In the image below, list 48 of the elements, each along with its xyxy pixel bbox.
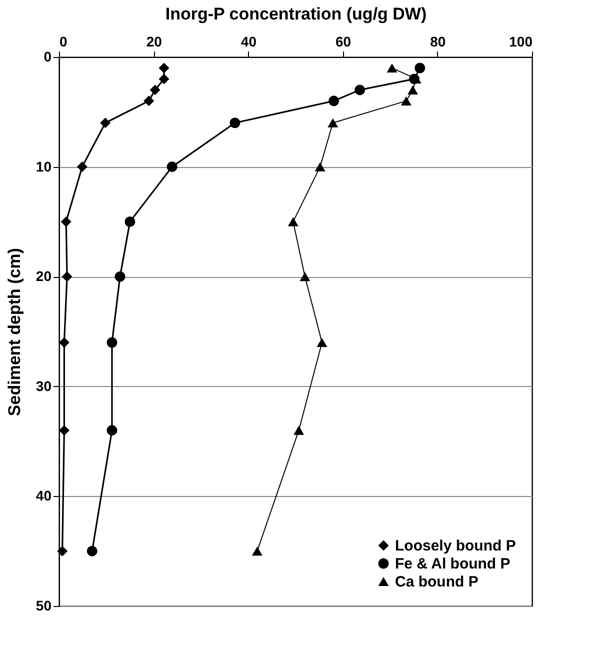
point [400, 96, 412, 106]
legend-label: Fe & Al bound P [395, 556, 510, 572]
point [106, 425, 118, 436]
x-tick-label: 100 [509, 34, 533, 50]
point [144, 96, 154, 106]
point [158, 74, 170, 84]
point [166, 162, 178, 172]
point [408, 85, 418, 94]
point [60, 216, 72, 227]
point [158, 62, 170, 74]
point [58, 337, 70, 348]
point [76, 162, 88, 172]
point [57, 546, 68, 556]
y-axis-title: Sediment depth (cm) [4, 248, 24, 416]
point [106, 337, 118, 348]
point [124, 216, 136, 227]
x-axis-title: Inorg-P concentration (ug/g DW) [165, 4, 427, 24]
point [300, 272, 310, 282]
point [328, 96, 340, 106]
x-tick-label: 40 [240, 34, 257, 50]
point [414, 62, 426, 74]
point [294, 426, 304, 435]
y-tick-label: 30 [36, 378, 52, 394]
point [328, 118, 338, 128]
point [62, 271, 72, 282]
legend-label: Loosely bound P [395, 538, 516, 554]
point [86, 546, 98, 556]
point [150, 84, 160, 96]
point [114, 271, 126, 282]
y-tick-label: 40 [36, 488, 52, 504]
legend-label: Ca bound P [395, 574, 478, 590]
point [314, 162, 326, 172]
x-tick-label: 0 [60, 34, 68, 50]
point [58, 425, 70, 436]
point [316, 338, 328, 348]
point [354, 84, 366, 96]
y-tick-label: 50 [36, 598, 52, 614]
y-tick-label: 20 [36, 268, 52, 284]
point [252, 546, 262, 556]
x-tick-label: 60 [336, 34, 352, 50]
x-tick-label: 20 [146, 34, 162, 50]
point [230, 118, 240, 128]
y-tick-label: 10 [36, 158, 52, 174]
point [386, 63, 398, 73]
y-tick-label: 0 [44, 48, 52, 64]
point [100, 118, 111, 128]
point [288, 217, 298, 226]
x-tick-label: 80 [430, 34, 446, 50]
